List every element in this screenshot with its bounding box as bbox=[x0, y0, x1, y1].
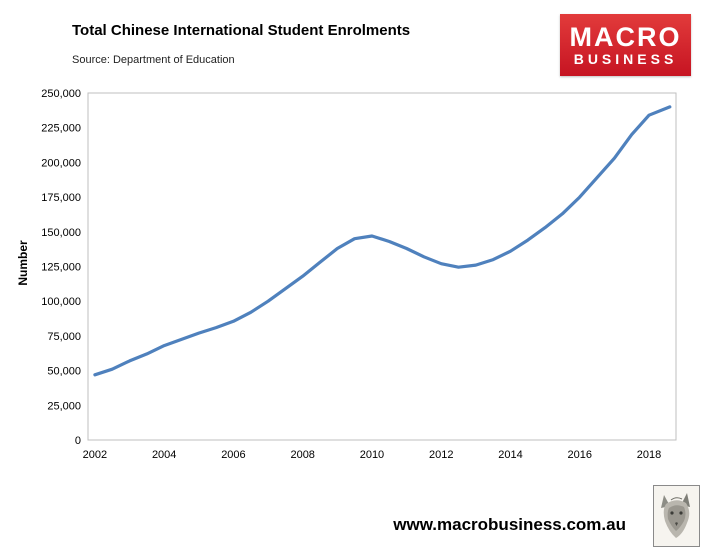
svg-text:100,000: 100,000 bbox=[41, 296, 81, 308]
logo-text-macro: MACRO bbox=[569, 21, 682, 52]
chart-area: 0 25,000 50,000 75,000 100,000 125,000 150,000… bbox=[0, 85, 714, 470]
svg-text:25,000: 25,000 bbox=[47, 400, 81, 412]
wolf-sketch bbox=[661, 493, 690, 538]
svg-text:50,000: 50,000 bbox=[47, 366, 81, 378]
svg-text:125,000: 125,000 bbox=[41, 262, 81, 274]
svg-text:2002: 2002 bbox=[83, 449, 107, 461]
svg-text:2018: 2018 bbox=[637, 449, 661, 461]
svg-text:2008: 2008 bbox=[290, 449, 314, 461]
macrobusiness-logo: MACRO BUSINESS bbox=[560, 14, 691, 76]
svg-text:75,000: 75,000 bbox=[47, 331, 81, 343]
svg-text:2012: 2012 bbox=[429, 449, 453, 461]
svg-text:2014: 2014 bbox=[498, 449, 522, 461]
chart-title: Total Chinese International Student Enro… bbox=[72, 22, 411, 39]
svg-text:200,000: 200,000 bbox=[41, 157, 81, 169]
svg-text:0: 0 bbox=[75, 435, 81, 447]
svg-text:2010: 2010 bbox=[360, 449, 384, 461]
website-url: www.macrobusiness.com.au bbox=[393, 515, 626, 534]
svg-text:2004: 2004 bbox=[152, 449, 176, 461]
svg-text:2016: 2016 bbox=[567, 449, 591, 461]
svg-text:150,000: 150,000 bbox=[41, 227, 81, 239]
svg-text:2006: 2006 bbox=[221, 449, 245, 461]
svg-text:175,000: 175,000 bbox=[41, 192, 81, 204]
svg-text:225,000: 225,000 bbox=[41, 123, 81, 135]
wolf-logo-icon bbox=[653, 485, 700, 547]
y-axis-label: Number bbox=[16, 240, 30, 286]
chart-source-note: Source: Department of Education bbox=[72, 54, 235, 66]
logo-text-business: BUSINESS bbox=[573, 50, 678, 67]
svg-text:250,000: 250,000 bbox=[41, 88, 81, 100]
enrolments-chart: 0 25,000 50,000 75,000 100,000 125,000 150,000… bbox=[41, 88, 677, 461]
